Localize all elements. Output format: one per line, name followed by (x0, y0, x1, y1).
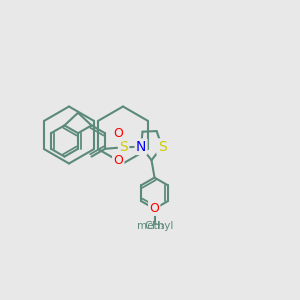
Text: O: O (113, 154, 123, 167)
Text: S: S (158, 140, 166, 154)
Text: methyl: methyl (136, 221, 173, 231)
Text: S: S (119, 140, 128, 154)
Text: O: O (149, 202, 159, 215)
Text: N: N (136, 140, 146, 154)
Text: CH₃: CH₃ (144, 221, 165, 231)
Text: O: O (113, 127, 123, 140)
